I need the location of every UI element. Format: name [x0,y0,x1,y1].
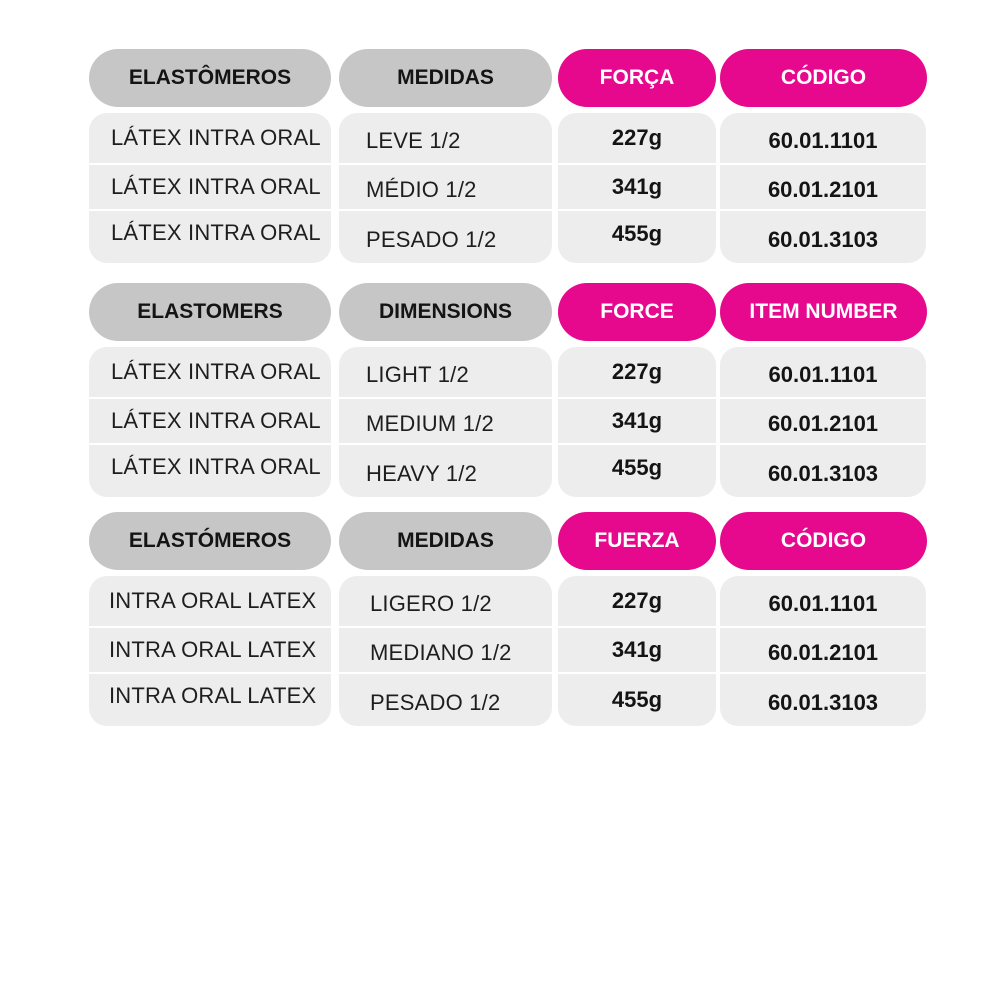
cell-force: 227g [611,359,663,384]
cell-code: 60.01.2101 [767,411,879,436]
header-code: CÓDIGO [720,512,927,570]
column-force: 227g 341g 455g [558,347,716,497]
cell-code: 60.01.2101 [767,177,879,202]
cell-product-name: LÁTEX INTRA ORAL [111,174,321,199]
cell-dimension: LEVE 1/2 [366,128,461,153]
column-elastomers: LÁTEX INTRA ORAL LÁTEX INTRA ORAL LÁTEX … [89,113,331,263]
header-elastomers: ELASTÓMEROS [89,512,331,570]
header-dimensions: MEDIDAS [339,512,552,570]
header-dimensions: MEDIDAS [339,49,552,107]
cell-force: 227g [611,588,663,613]
cell-force: 341g [611,174,663,199]
cell-dimension: LIGHT 1/2 [366,362,469,387]
cell-force: 455g [611,687,663,712]
cell-dimension: HEAVY 1/2 [366,461,478,486]
header-code: CÓDIGO [720,49,927,107]
header-force: FORÇA [558,49,716,107]
cell-code: 60.01.1101 [768,128,878,153]
header-force: FUERZA [558,512,716,570]
cell-dimension: LIGERO 1/2 [370,591,492,616]
cell-code: 60.01.2101 [767,640,879,665]
cell-force: 455g [611,455,663,480]
column-code: 60.01.1101 60.01.2101 60.01.3103 [720,113,926,263]
cell-dimension: MÉDIO 1/2 [366,177,477,202]
header-elastomers: ELASTOMERS [89,283,331,341]
cell-product-name: LÁTEX INTRA ORAL [111,220,321,245]
column-dimensions: LEVE 1/2 MÉDIO 1/2 PESADO 1/2 [339,113,552,263]
header-elastomers: ELASTÔMEROS [89,49,331,107]
column-code: 60.01.1101 60.01.2101 60.01.3103 [720,347,926,497]
cell-force: 341g [611,408,663,433]
column-force: 227g 341g 455g [558,113,716,263]
spec-table-spanish: ELASTÓMEROS MEDIDAS FUERZA CÓDIGO INTRA … [0,512,1000,728]
cell-code: 60.01.1101 [768,591,878,616]
cell-product-name: LÁTEX INTRA ORAL [111,359,321,384]
cell-code: 60.01.3103 [767,227,879,252]
cell-code: 60.01.3103 [767,690,879,715]
cell-product-name: INTRA ORAL LATEX [109,637,317,662]
column-code: 60.01.1101 60.01.2101 60.01.3103 [720,576,926,726]
column-force: 227g 341g 455g [558,576,716,726]
spec-table-portuguese: ELASTÔMEROS MEDIDAS FORÇA CÓDIGO LÁTEX I… [0,49,1000,265]
header-dimensions: DIMENSIONS [339,283,552,341]
cell-product-name: LÁTEX INTRA ORAL [111,408,321,433]
column-elastomers: LÁTEX INTRA ORAL LÁTEX INTRA ORAL LÁTEX … [89,347,331,497]
cell-dimension: MEDIANO 1/2 [370,640,512,665]
spec-table-english: ELASTOMERS DIMENSIONS FORCE ITEM NUMBER … [0,283,1000,499]
cell-code: 60.01.1101 [768,362,878,387]
cell-force: 341g [611,637,663,662]
header-force: FORCE [558,283,716,341]
cell-product-name: INTRA ORAL LATEX [109,588,317,613]
cell-force: 227g [611,125,663,150]
cell-dimension: MEDIUM 1/2 [366,411,494,436]
cell-force: 455g [611,221,663,246]
header-code: ITEM NUMBER [720,283,927,341]
cell-dimension: PESADO 1/2 [366,227,497,252]
cell-product-name: INTRA ORAL LATEX [109,683,317,708]
column-dimensions: LIGHT 1/2 MEDIUM 1/2 HEAVY 1/2 [339,347,552,497]
cell-code: 60.01.3103 [767,461,879,486]
cell-dimension: PESADO 1/2 [370,690,501,715]
cell-product-name: LÁTEX INTRA ORAL [111,454,321,479]
column-dimensions: LIGERO 1/2 MEDIANO 1/2 PESADO 1/2 [339,576,552,726]
column-elastomers: INTRA ORAL LATEX INTRA ORAL LATEX INTRA … [89,576,331,726]
cell-product-name: LÁTEX INTRA ORAL [111,125,321,150]
